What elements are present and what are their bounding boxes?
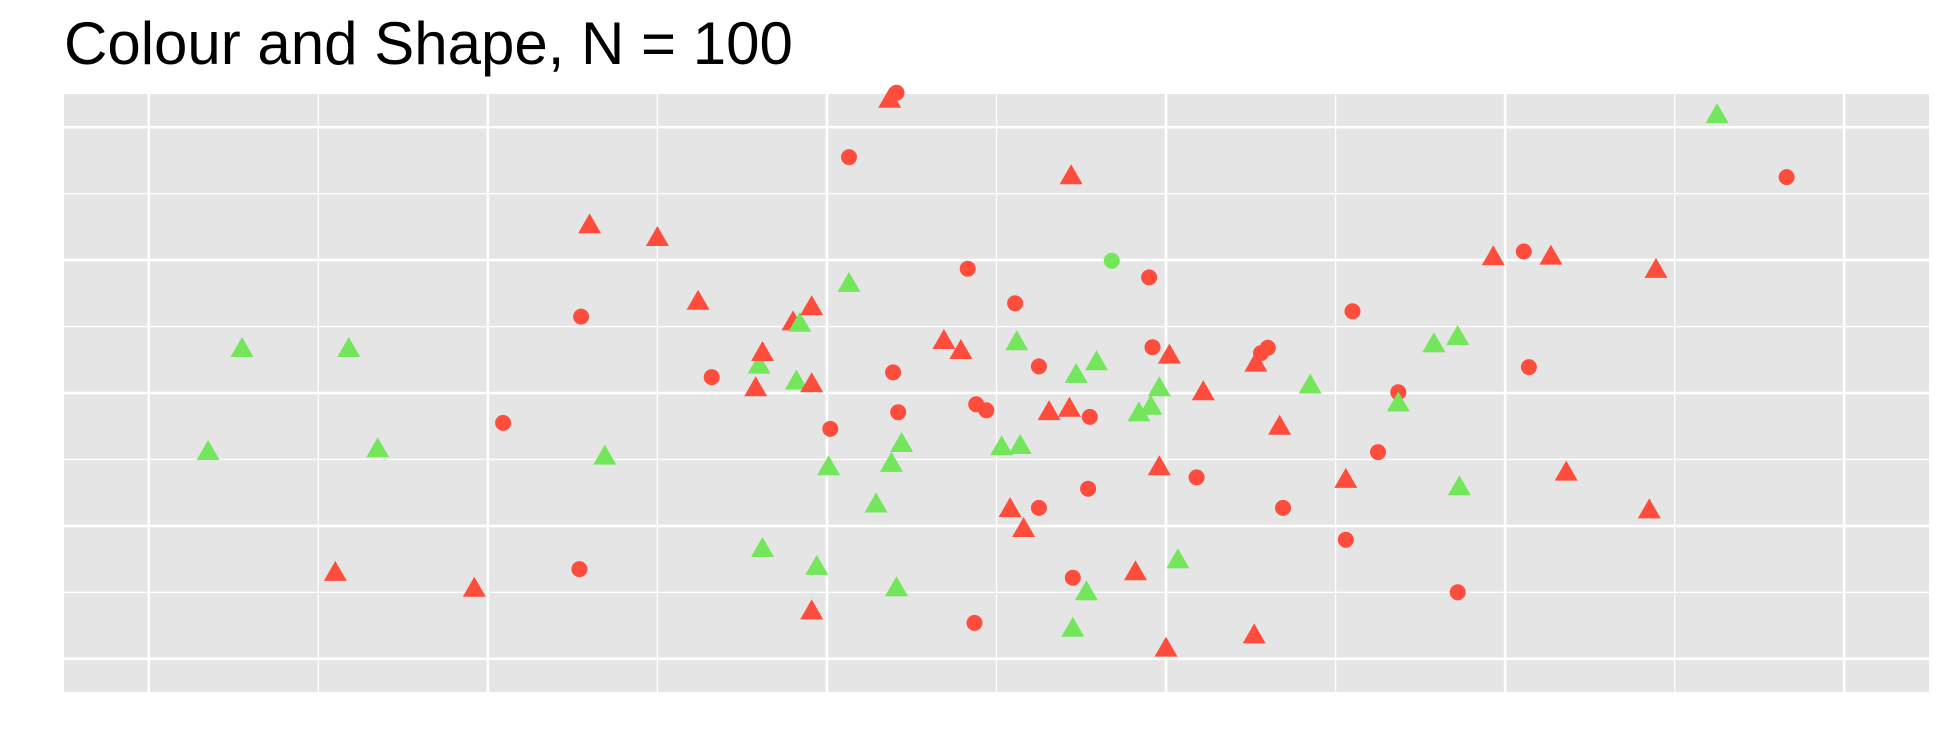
data-point-triangle (686, 289, 710, 310)
data-point-triangle (1061, 616, 1085, 637)
data-point-triangle (949, 339, 973, 359)
data-point-triangle (800, 295, 824, 316)
data-point-triangle (1244, 351, 1268, 372)
data-point-circle (1259, 339, 1276, 356)
data-point-triangle (323, 560, 347, 581)
data-point-triangle (751, 537, 774, 557)
data-point-triangle (990, 435, 1014, 456)
data-point-triangle (1268, 414, 1292, 435)
data-point-circle (1515, 243, 1532, 260)
data-point-triangle (1334, 467, 1358, 488)
data-point-triangle (1539, 244, 1563, 265)
data-point-triangle (1644, 257, 1668, 278)
data-point-triangle (784, 369, 808, 390)
data-point-circle (495, 414, 512, 431)
data-point-circle (1337, 531, 1354, 548)
data-point-triangle (885, 576, 908, 597)
data-point-triangle (744, 376, 768, 397)
data-point-triangle (1064, 362, 1088, 383)
data-point-circle (571, 561, 588, 578)
data-point-triangle (1057, 396, 1081, 417)
data-point-circle (1370, 444, 1386, 461)
data-point-triangle (578, 213, 602, 234)
data-point-triangle (864, 492, 888, 513)
data-point-circle (1778, 169, 1795, 186)
data-point-circle (959, 260, 976, 277)
data-point-triangle (1166, 548, 1190, 569)
data-point-circle (822, 420, 839, 437)
data-point-triangle (1298, 373, 1322, 394)
data-point-triangle (196, 440, 220, 460)
data-point-triangle (1157, 343, 1181, 364)
data-point-triangle (805, 554, 829, 575)
data-point-circle (1144, 339, 1161, 356)
data-point-circle (1030, 499, 1047, 516)
data-point-triangle (998, 497, 1022, 518)
data-point-triangle (1446, 325, 1470, 345)
data-point-triangle (837, 271, 861, 292)
data-point-triangle (890, 432, 914, 452)
data-point-circle (841, 149, 857, 166)
data-point-triangle (800, 599, 824, 620)
data-point-circle (1141, 269, 1158, 286)
data-point-triangle (800, 372, 824, 393)
data-point-triangle (932, 329, 956, 349)
data-point-triangle (1074, 580, 1098, 601)
data-point-triangle (1554, 460, 1578, 481)
data-points (196, 84, 1795, 657)
data-point-triangle (1386, 391, 1410, 412)
data-point-triangle (1139, 394, 1163, 415)
data-point-triangle (593, 444, 617, 465)
data-point-triangle (462, 576, 486, 597)
data-point-circle (1275, 499, 1291, 516)
data-point-triangle (1012, 517, 1036, 537)
data-point-triangle (337, 337, 361, 357)
data-point-circle (966, 614, 983, 631)
data-point-circle (1520, 359, 1537, 376)
data-point-triangle (1059, 164, 1083, 185)
data-point-triangle (879, 451, 903, 472)
data-point-circle (890, 404, 907, 421)
data-point-triangle (366, 437, 390, 458)
data-point-triangle (1481, 245, 1505, 266)
data-point-circle (1007, 295, 1024, 312)
data-point-circle (1344, 303, 1361, 320)
data-point-triangle (747, 353, 771, 374)
data-point-circle (1188, 469, 1205, 486)
data-point-triangle (751, 341, 774, 361)
data-point-triangle (1147, 455, 1171, 476)
data-point-triangle (230, 337, 254, 357)
data-point-triangle (1005, 330, 1029, 351)
data-point-triangle (1037, 400, 1061, 421)
data-point-triangle (1008, 434, 1032, 454)
data-point-circle (1030, 358, 1047, 375)
data-point-circle (1080, 480, 1097, 497)
data-point-circle (978, 402, 995, 419)
data-point-circle (1081, 408, 1098, 425)
data-point-triangle (1147, 376, 1171, 397)
data-point-circle (888, 84, 905, 101)
data-point-triangle (645, 226, 669, 246)
data-point-triangle (1637, 498, 1661, 519)
chart-title: Colour and Shape, N = 100 (64, 10, 793, 77)
data-point-circle (1103, 252, 1120, 269)
data-point-triangle (878, 87, 902, 108)
data-point-circle (1064, 569, 1081, 586)
data-point-triangle (1705, 103, 1729, 124)
data-point-triangle (788, 311, 812, 332)
data-point-triangle (1191, 380, 1215, 401)
data-point-triangle (1447, 475, 1471, 496)
data-point-triangle (1127, 401, 1151, 422)
data-point-triangle (1124, 560, 1147, 581)
data-point-circle (573, 308, 590, 325)
data-point-circle (885, 364, 902, 381)
data-point-triangle (1154, 636, 1178, 657)
data-point-triangle (817, 455, 841, 476)
data-point-circle (703, 369, 720, 386)
data-point-triangle (1422, 332, 1446, 353)
data-point-triangle (1085, 350, 1108, 371)
data-point-triangle (1242, 623, 1266, 644)
data-point-circle (1449, 584, 1466, 601)
